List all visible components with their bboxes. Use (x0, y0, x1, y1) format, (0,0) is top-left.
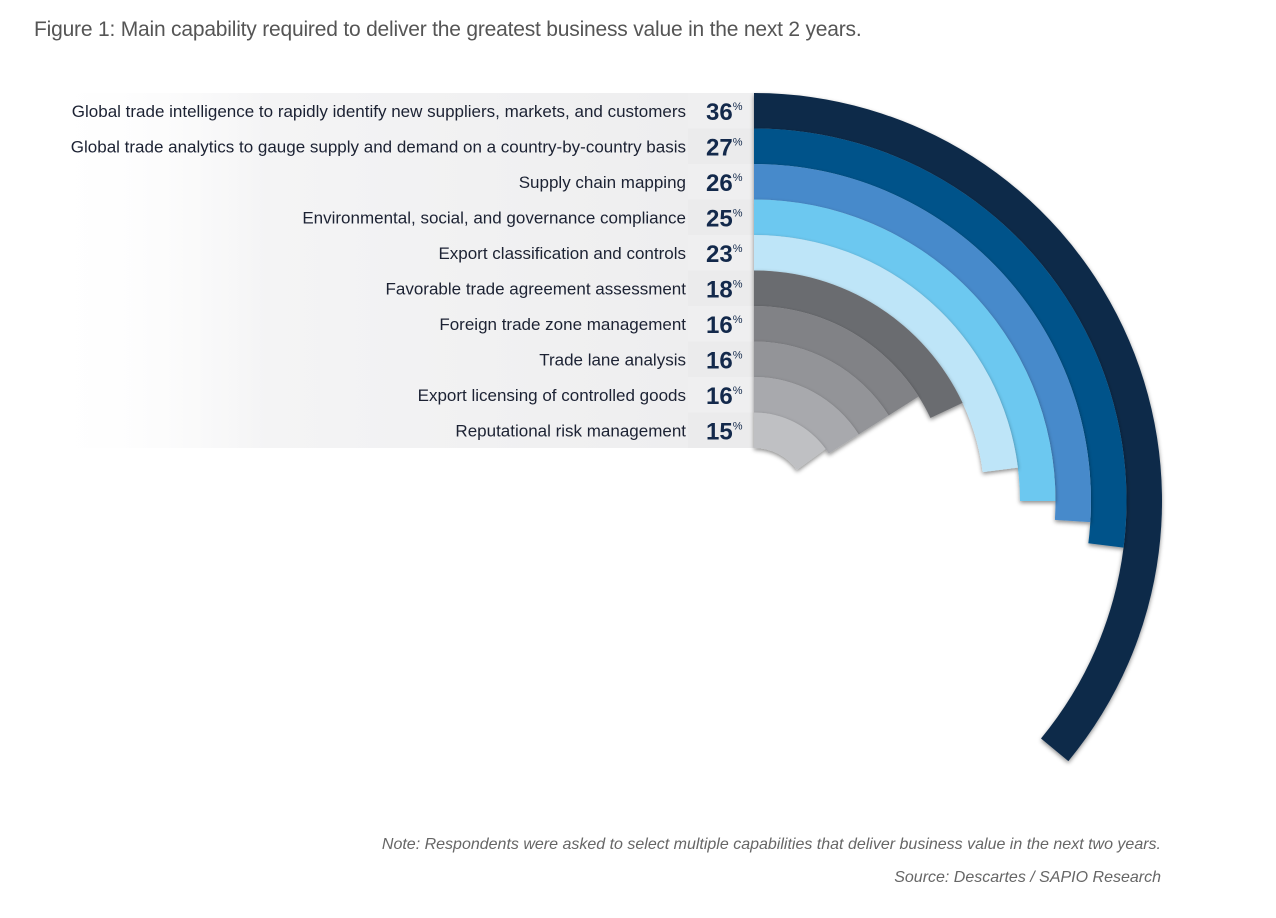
arc-bar (754, 377, 859, 454)
category-label: Global trade analytics to gauge supply a… (71, 137, 686, 156)
category-label: Global trade intelligence to rapidly ide… (72, 102, 686, 121)
value-cell (688, 164, 754, 200)
row-band (40, 235, 688, 271)
category-label: Export classification and controls (438, 244, 686, 263)
value-cell (688, 93, 754, 129)
value-cell (688, 412, 754, 448)
category-label: Favorable trade agreement assessment (386, 279, 687, 298)
arc-bar (754, 93, 1162, 762)
arc-bar (754, 270, 963, 418)
row-band (40, 199, 688, 235)
arc-bar (754, 235, 1018, 473)
category-label: Trade lane analysis (539, 350, 686, 369)
value-label: 25% (706, 205, 743, 232)
chart-title: Figure 1: Main capability required to de… (34, 18, 862, 41)
value-label: 16% (706, 347, 743, 374)
value-label: 27% (706, 134, 743, 161)
row-band (40, 270, 688, 306)
row-band (40, 164, 688, 200)
row-band (40, 377, 688, 413)
value-label: 36% (706, 99, 743, 126)
arc-bar (754, 164, 1091, 523)
value-label: 15% (706, 418, 743, 445)
row-band (40, 128, 688, 164)
category-label: Foreign trade zone management (439, 315, 686, 334)
arc-bar (754, 199, 1056, 501)
row-band (40, 412, 688, 448)
category-label: Supply chain mapping (519, 173, 686, 192)
footnote: Note: Respondents were asked to select m… (381, 836, 1161, 853)
arc-bar (754, 306, 919, 416)
row-band (40, 306, 688, 342)
arc-bar (754, 341, 889, 435)
value-label: 18% (706, 276, 743, 303)
category-label: Reputational risk management (455, 421, 686, 440)
value-cell (688, 377, 754, 413)
value-label: 16% (706, 383, 743, 410)
arc-bar (754, 412, 826, 470)
arc-bar (754, 128, 1127, 548)
value-cell (688, 341, 754, 377)
value-label: 23% (706, 241, 743, 268)
value-label: 26% (706, 170, 743, 197)
value-cell (688, 128, 754, 164)
value-cell (688, 306, 754, 342)
category-label: Export licensing of controlled goods (418, 386, 686, 405)
value-label: 16% (706, 312, 743, 339)
value-cell (688, 270, 754, 306)
source-note: Source: Descartes / SAPIO Research (894, 869, 1161, 886)
value-cell (688, 199, 754, 235)
row-band (40, 93, 688, 129)
category-label: Environmental, social, and governance co… (302, 208, 686, 227)
row-band (40, 341, 688, 377)
value-cell (688, 235, 754, 271)
